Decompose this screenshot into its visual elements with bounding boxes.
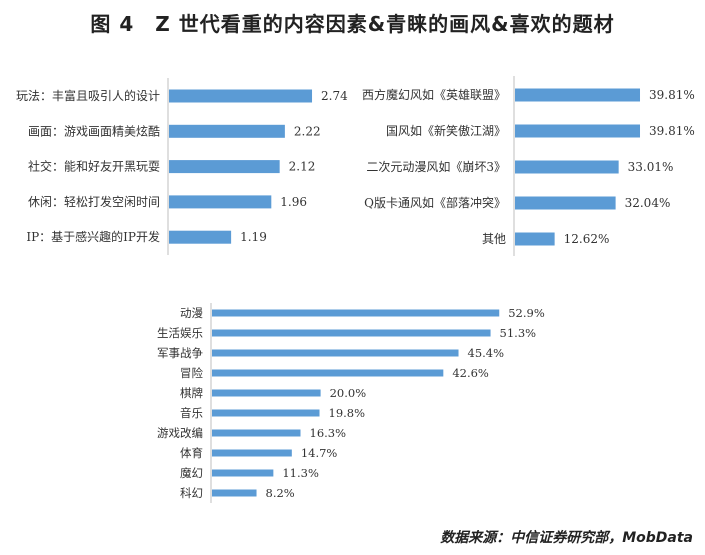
chart1-category-label: 休闲：轻松打发空闲时间 xyxy=(28,194,160,209)
chart3-category-label: 音乐 xyxy=(180,406,203,420)
chart3-data-label: 11.3% xyxy=(282,466,319,480)
chart1-bar xyxy=(169,89,313,103)
chart2-data-label: 12.62% xyxy=(564,232,610,246)
chart1-bar xyxy=(169,124,285,138)
chart2-category-label: Q版卡通风如《部落冲突》 xyxy=(364,195,506,210)
chart2-category-label: 西方魔幻风如《英雄联盟》 xyxy=(362,87,506,102)
chart1-data-label: 2.74 xyxy=(321,89,348,103)
chart3-bar xyxy=(212,469,274,477)
chart3-category-label: 冒险 xyxy=(180,366,203,380)
chart3-data-label: 14.7% xyxy=(301,446,338,460)
figure-title: 图 4 Z 世代看重的内容因素&青睐的画风&喜欢的题材 xyxy=(90,12,615,36)
source-note: 数据来源：中信证券研究部，MobData xyxy=(440,530,693,546)
chart2-data-label: 39.81% xyxy=(649,88,695,102)
chart3-bar xyxy=(212,309,500,317)
chart3-bar xyxy=(212,449,292,457)
chart1-category-label: 社交：能和好友开黑玩耍 xyxy=(28,159,160,174)
chart3-category-label: 魔幻 xyxy=(180,466,203,480)
chart3-bar xyxy=(212,429,301,437)
chart1-category-label: 玩法：丰富且吸引人的设计 xyxy=(16,88,160,103)
chart2-bar xyxy=(515,88,641,102)
chart3-data-label: 52.9% xyxy=(508,306,545,320)
chart1-bar xyxy=(169,230,232,244)
chart2-data-label: 33.01% xyxy=(628,160,674,174)
chart1-data-label: 1.19 xyxy=(240,230,267,244)
chart3-data-label: 45.4% xyxy=(468,346,505,360)
chart2-category-label: 其他 xyxy=(482,232,506,246)
chart3-bar xyxy=(212,409,320,417)
chart2-bar xyxy=(515,124,641,138)
chart3-category-label: 军事战争 xyxy=(157,346,203,360)
chart2-bar xyxy=(515,232,555,246)
chart3-category-label: 体育 xyxy=(180,446,203,460)
chart3-category-label: 科幻 xyxy=(180,486,203,500)
chart1-category-label: IP：基于感兴趣的IP开发 xyxy=(26,229,160,244)
chart3-category-label: 生活娱乐 xyxy=(157,326,203,340)
chart2-bar xyxy=(515,196,616,210)
chart2-bar xyxy=(515,160,619,174)
chart1-bar xyxy=(169,195,272,209)
chart1-data-label: 2.12 xyxy=(289,160,316,174)
chart3-bar xyxy=(212,369,444,377)
chart3-bar xyxy=(212,489,257,497)
chart2-category-label: 二次元动漫风如《崩坏3》 xyxy=(366,159,506,174)
chart3-data-label: 42.6% xyxy=(452,366,489,380)
chart1-data-label: 1.96 xyxy=(280,195,307,209)
chart3-bar xyxy=(212,349,459,357)
chart1-bar xyxy=(169,160,280,174)
chart3-bar xyxy=(212,389,321,397)
chart2-data-label: 32.04% xyxy=(625,196,671,210)
chart1-category-label: 画面：游戏画面精美炫酷 xyxy=(28,123,160,138)
chart3-data-label: 8.2% xyxy=(266,486,295,500)
chart3-category-label: 棋牌 xyxy=(180,386,203,400)
chart2-data-label: 39.81% xyxy=(649,124,695,138)
chart3-bar xyxy=(212,329,491,337)
chart1-data-label: 2.22 xyxy=(294,124,321,138)
chart3-data-label: 51.3% xyxy=(500,326,537,340)
chart2-category-label: 国风如《新笑傲江湖》 xyxy=(386,123,506,138)
chart3-category-label: 动漫 xyxy=(180,306,203,320)
chart3-category-label: 游戏改编 xyxy=(157,426,203,440)
chart3-data-label: 19.8% xyxy=(329,406,366,420)
chart3-data-label: 20.0% xyxy=(330,386,367,400)
chart3-data-label: 16.3% xyxy=(310,426,347,440)
